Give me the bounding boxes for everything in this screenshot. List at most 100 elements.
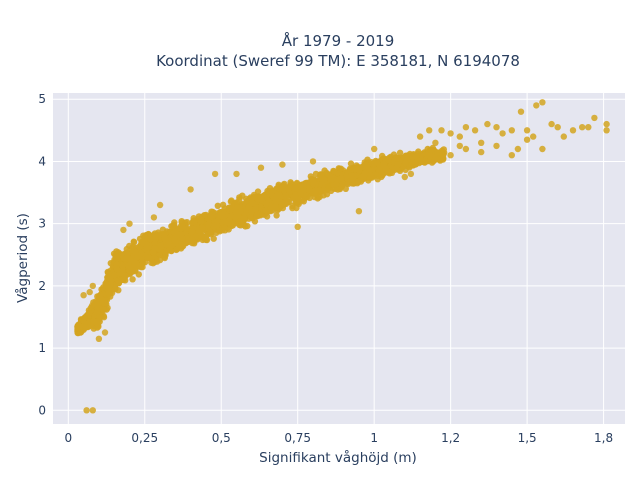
data-point — [211, 170, 219, 178]
data-point — [136, 243, 143, 250]
data-point — [523, 136, 531, 143]
data-point — [113, 252, 120, 260]
data-point — [344, 180, 352, 188]
data-point — [367, 172, 374, 179]
data-point — [161, 233, 168, 241]
data-point — [191, 219, 198, 226]
data-point — [97, 291, 104, 298]
data-point — [217, 209, 224, 216]
data-point — [309, 180, 317, 188]
data-point — [228, 197, 235, 204]
data-point — [478, 148, 485, 156]
data-point — [292, 185, 299, 192]
data-point — [263, 191, 270, 198]
data-point — [130, 238, 138, 246]
data-point — [508, 127, 515, 134]
data-point — [603, 127, 610, 134]
data-point — [325, 183, 332, 190]
data-point — [111, 271, 118, 279]
data-point — [456, 142, 463, 150]
data-point — [202, 211, 210, 219]
data-point — [361, 169, 369, 177]
data-point — [379, 172, 386, 179]
data-point — [295, 196, 302, 203]
data-point — [233, 199, 240, 206]
data-point — [86, 309, 93, 316]
data-points — [74, 99, 610, 414]
data-point — [112, 285, 119, 293]
data-point — [591, 114, 598, 122]
data-point — [116, 270, 124, 277]
data-point — [164, 241, 172, 248]
data-point — [276, 192, 283, 199]
data-point — [243, 209, 250, 216]
data-point — [530, 133, 537, 140]
y-tick-label: 2 — [38, 279, 46, 293]
data-point — [306, 194, 313, 202]
data-point — [257, 212, 264, 219]
data-point — [447, 152, 454, 159]
data-point — [257, 164, 265, 171]
data-point — [207, 214, 214, 221]
data-point — [603, 120, 610, 128]
data-point — [462, 145, 470, 153]
data-point — [273, 212, 280, 219]
data-point — [157, 242, 164, 250]
data-point — [241, 214, 248, 221]
data-point — [262, 207, 269, 214]
data-point — [393, 155, 401, 162]
data-point — [248, 208, 255, 215]
data-point — [88, 302, 96, 310]
data-point — [548, 120, 555, 128]
data-point — [294, 223, 301, 230]
data-point — [178, 218, 185, 225]
data-point — [213, 221, 220, 228]
data-point — [118, 276, 125, 284]
x-tick-label: 0,5 — [212, 431, 231, 445]
data-point — [149, 249, 157, 256]
data-point — [171, 236, 178, 243]
data-point — [447, 130, 454, 137]
data-point — [514, 145, 522, 153]
y-tick-label: 1 — [38, 341, 46, 355]
data-point — [156, 201, 164, 209]
data-point — [379, 152, 386, 160]
data-point — [169, 223, 176, 230]
data-point — [205, 221, 212, 228]
data-point — [275, 183, 282, 190]
data-point — [119, 262, 126, 269]
data-point — [83, 407, 90, 414]
data-point — [371, 159, 378, 167]
x-axis-label: Signifikant våghöjd (m) — [259, 449, 417, 466]
data-point — [384, 156, 392, 164]
data-point — [166, 247, 173, 254]
y-tick-label: 0 — [38, 403, 46, 417]
data-point — [401, 173, 408, 181]
y-tick-label: 5 — [38, 92, 46, 106]
data-point — [90, 317, 98, 325]
data-point — [123, 245, 130, 253]
data-point — [539, 145, 546, 153]
data-point — [150, 214, 158, 221]
data-point — [188, 236, 196, 243]
x-tick-label: 1,5 — [518, 431, 537, 445]
data-point — [251, 193, 258, 201]
data-point — [202, 236, 210, 244]
data-point — [407, 170, 415, 178]
x-tick-label: 0,25 — [131, 431, 158, 445]
data-point — [152, 233, 159, 240]
data-point — [106, 282, 114, 289]
data-point — [287, 179, 294, 186]
y-axis-label: Vågperiod (s) — [14, 213, 31, 303]
data-point — [214, 202, 221, 209]
data-point — [126, 220, 133, 227]
data-point — [134, 253, 141, 261]
data-point — [426, 152, 433, 159]
data-point — [196, 227, 203, 234]
data-point — [330, 168, 338, 175]
y-tick-label: 4 — [38, 154, 46, 168]
x-tick-label: 1,2 — [441, 431, 460, 445]
data-point — [210, 235, 217, 242]
